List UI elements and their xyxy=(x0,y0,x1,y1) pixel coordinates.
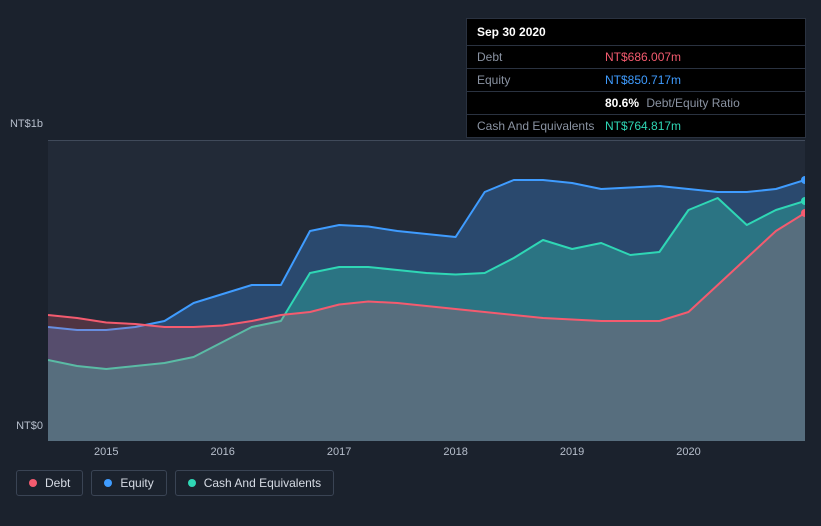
tooltip-ratio-text: Debt/Equity Ratio xyxy=(646,96,739,110)
legend-label: Cash And Equivalents xyxy=(204,476,321,490)
x-axis-label: 2019 xyxy=(560,446,584,458)
chart-plot-area[interactable] xyxy=(48,140,805,440)
tooltip-label: Equity xyxy=(477,73,605,87)
x-axis-label: 2020 xyxy=(676,446,700,458)
tooltip-value: NT$850.717m xyxy=(605,73,681,87)
legend-item-equity[interactable]: Equity xyxy=(91,470,166,496)
x-axis-labels: 2015 2016 2017 2018 2019 2020 xyxy=(48,446,805,462)
tooltip-value: NT$686.007m xyxy=(605,50,681,64)
y-axis-label-min: NT$0 xyxy=(16,420,43,432)
chart-svg xyxy=(48,141,805,441)
tooltip-ratio-pct: 80.6% xyxy=(605,96,639,110)
legend-item-cash[interactable]: Cash And Equivalents xyxy=(175,470,334,496)
tooltip-date: Sep 30 2020 xyxy=(467,19,805,46)
tooltip-row-ratio: 80.6% Debt/Equity Ratio xyxy=(467,92,805,115)
legend-label: Equity xyxy=(120,476,153,490)
legend-label: Debt xyxy=(45,476,70,490)
x-axis-label: 2016 xyxy=(210,446,234,458)
legend-item-debt[interactable]: Debt xyxy=(16,470,83,496)
x-axis-label: 2018 xyxy=(443,446,467,458)
y-axis-label-max: NT$1b xyxy=(10,118,43,130)
legend-dot-icon xyxy=(188,479,196,487)
tooltip-row-equity: Equity NT$850.717m xyxy=(467,69,805,92)
legend-dot-icon xyxy=(29,479,37,487)
tooltip-label: Debt xyxy=(477,50,605,64)
legend-dot-icon xyxy=(104,479,112,487)
tooltip-label xyxy=(477,96,605,110)
chart-legend: Debt Equity Cash And Equivalents xyxy=(16,470,334,496)
debt-equity-chart: NT$1b NT$0 201520162017201820192020 Debt… xyxy=(16,120,805,480)
x-axis-label: 2017 xyxy=(327,446,351,458)
tooltip-row-debt: Debt NT$686.007m xyxy=(467,46,805,69)
x-axis-label: 2015 xyxy=(94,446,118,458)
